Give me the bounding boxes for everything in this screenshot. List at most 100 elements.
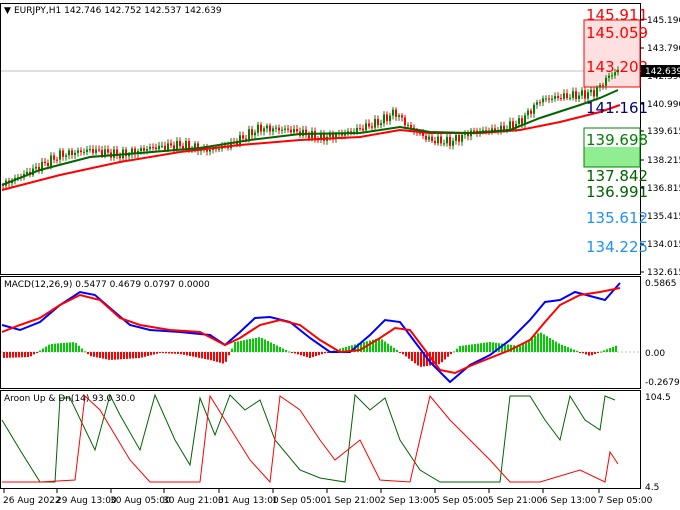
candle-body bbox=[557, 96, 559, 98]
candle-body bbox=[185, 141, 187, 149]
candle-body bbox=[383, 114, 385, 124]
macd-histogram-bar bbox=[99, 352, 101, 358]
moving-averages bbox=[1, 89, 621, 191]
candle-body bbox=[365, 123, 367, 131]
macd-histogram-bar bbox=[24, 352, 26, 358]
macd-histogram-bar bbox=[78, 345, 80, 352]
time-tick-label: 6 Sep 13:00 bbox=[542, 496, 597, 506]
macd-histogram-bar bbox=[528, 339, 530, 352]
macd-histogram-bar bbox=[375, 339, 377, 352]
macd-histogram-bar bbox=[165, 352, 167, 354]
symbol-info: EURJPY,H1 142.746 142.752 142.537 142.63… bbox=[14, 6, 222, 16]
candle-body bbox=[332, 132, 334, 139]
candle-body bbox=[449, 136, 451, 146]
macd-histogram-bar bbox=[447, 352, 449, 357]
aroon-up-line bbox=[1, 393, 616, 483]
candle-body bbox=[179, 140, 181, 147]
candle-body bbox=[590, 89, 592, 93]
macd-histogram-bar bbox=[588, 352, 590, 356]
macd-histogram-bar bbox=[273, 344, 275, 352]
macd-histogram-bar bbox=[441, 352, 443, 363]
macd-tick-bottom: -0.2679 bbox=[645, 378, 680, 388]
macd-histogram-bar bbox=[87, 352, 89, 355]
candle-body bbox=[107, 149, 109, 153]
candle-body bbox=[95, 149, 97, 153]
macd-histogram-bar bbox=[384, 341, 386, 352]
macd-histogram-bar bbox=[306, 352, 308, 358]
macd-histogram-bar bbox=[228, 352, 230, 356]
macd-histogram-bar bbox=[258, 337, 260, 352]
candle-body bbox=[335, 134, 337, 139]
candle-body bbox=[521, 118, 523, 125]
level-label: 137.842 bbox=[586, 167, 648, 185]
macd-histogram-bar bbox=[90, 352, 92, 357]
candle-body bbox=[536, 102, 538, 105]
macd-histogram-bar bbox=[399, 352, 401, 353]
macd-histogram-bar bbox=[594, 352, 596, 354]
macd-histogram-bar bbox=[585, 352, 587, 355]
candle-body bbox=[41, 161, 43, 172]
candle-body bbox=[515, 123, 517, 129]
macd-histogram-bar bbox=[216, 352, 218, 362]
macd-histogram-bar bbox=[369, 340, 371, 352]
candle-body bbox=[65, 155, 67, 157]
macd-histogram-bar bbox=[63, 342, 65, 352]
candle-body bbox=[482, 130, 484, 132]
macd-histogram-bar bbox=[285, 350, 287, 352]
macd-histogram-bar bbox=[468, 344, 470, 352]
macd-histogram-bar bbox=[234, 342, 236, 352]
candle-body bbox=[434, 140, 436, 144]
candle-body bbox=[125, 149, 127, 157]
candle-body bbox=[38, 166, 40, 172]
price-tick-label: 132.615 bbox=[647, 268, 680, 278]
macd-histogram-bar bbox=[420, 352, 422, 367]
macd-histogram-bar bbox=[72, 342, 74, 352]
macd-histogram-bar bbox=[57, 343, 59, 352]
macd-histogram-bar bbox=[45, 346, 47, 352]
candle-body bbox=[323, 133, 325, 141]
macd-histogram-bar bbox=[591, 352, 593, 356]
candle-body bbox=[281, 129, 283, 131]
candle-body bbox=[350, 131, 352, 133]
macd-histogram-bar bbox=[261, 338, 263, 352]
macd-histogram-bar bbox=[351, 345, 353, 352]
candle-body bbox=[431, 136, 433, 141]
candle-body bbox=[407, 124, 409, 126]
candle-body bbox=[410, 124, 412, 128]
candle-body bbox=[401, 115, 403, 118]
candle-body bbox=[293, 129, 295, 133]
candle-body bbox=[236, 142, 238, 145]
candle-body bbox=[569, 97, 571, 99]
macd-histogram-bar bbox=[231, 348, 233, 352]
macd-histogram-bar bbox=[519, 346, 521, 352]
macd-histogram-bar bbox=[207, 352, 209, 360]
candle-body bbox=[551, 98, 553, 100]
candle-body bbox=[53, 155, 55, 160]
macd-histogram-bar bbox=[312, 352, 314, 358]
candle-body bbox=[587, 92, 589, 99]
macd-histogram-bar bbox=[120, 352, 122, 360]
macd-histogram-bar bbox=[240, 340, 242, 352]
macd-tick-zero: 0.00 bbox=[645, 349, 665, 359]
candle-body bbox=[158, 145, 160, 150]
macd-histogram-bar bbox=[309, 352, 311, 358]
aroon-lines bbox=[1, 393, 619, 484]
macd-histogram-bar bbox=[324, 352, 326, 354]
macd-histogram-bar bbox=[108, 352, 110, 360]
macd-histogram-bar bbox=[6, 352, 8, 358]
candle-body bbox=[83, 151, 85, 153]
macd-histogram-bar bbox=[147, 352, 149, 356]
macd-histogram-bar bbox=[60, 343, 62, 352]
macd-histogram-bar bbox=[294, 352, 296, 354]
macd-histogram-bar bbox=[27, 352, 29, 358]
candle-body bbox=[26, 171, 28, 175]
macd-pane[interactable] bbox=[0, 276, 641, 389]
macd-histogram-bar bbox=[435, 352, 437, 365]
macd-histogram-bar bbox=[342, 347, 344, 352]
chart-collapse-icon[interactable]: ▼ bbox=[4, 6, 11, 16]
candle-body bbox=[71, 150, 73, 155]
aroon-pane[interactable] bbox=[0, 390, 641, 489]
macd-histogram-bar bbox=[438, 352, 440, 365]
